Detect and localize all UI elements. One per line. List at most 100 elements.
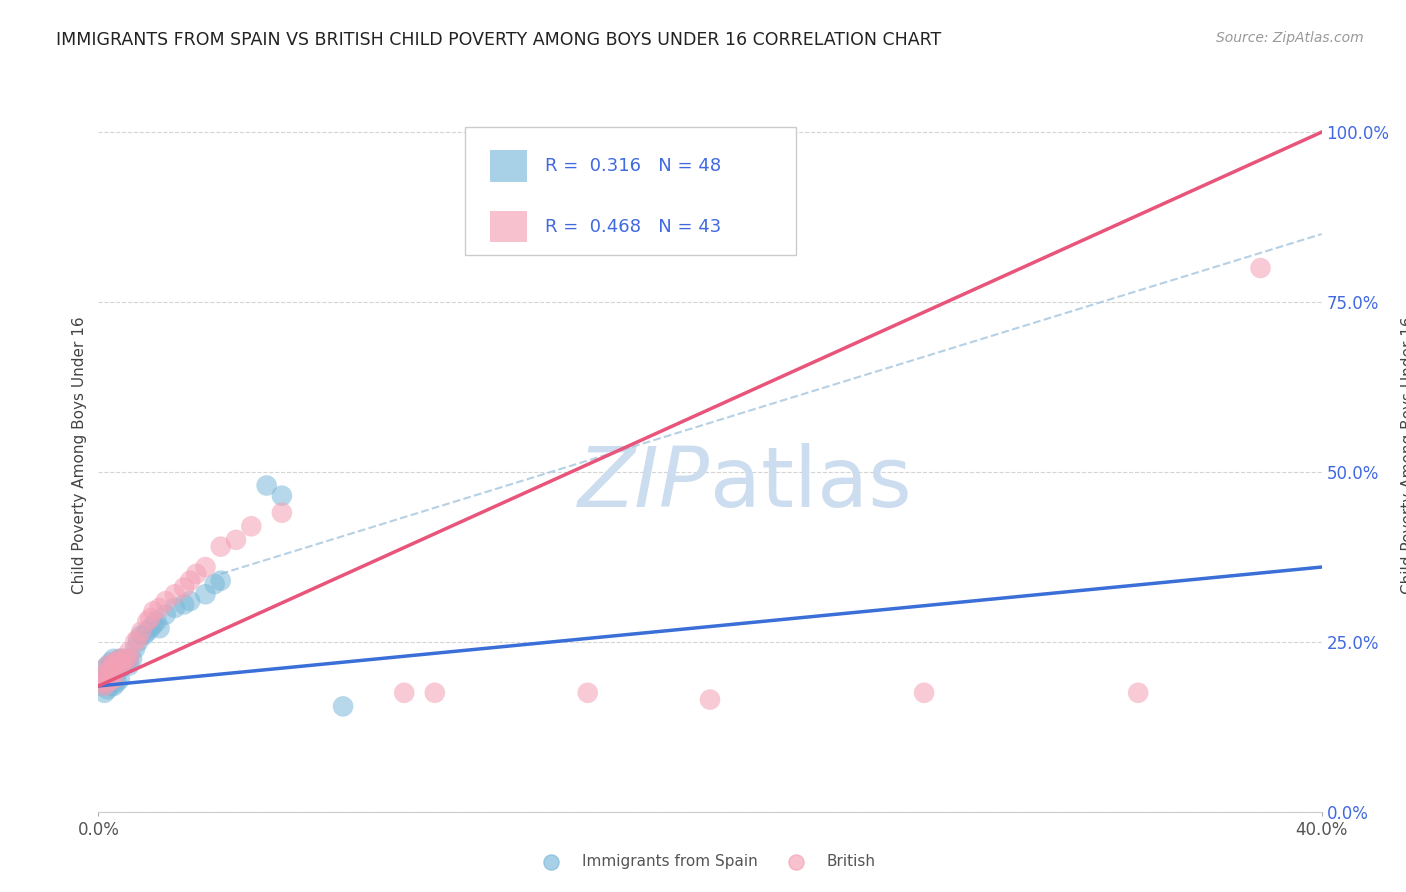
Point [423, 686, 446, 700]
Point [108, 662, 131, 676]
Point [256, 478, 278, 492]
Text: R =  0.316   N = 48: R = 0.316 N = 48 [546, 157, 721, 175]
Point [118, 645, 141, 659]
Point [124, 635, 146, 649]
Point [100, 672, 122, 686]
Point [100, 658, 122, 673]
Point [149, 600, 172, 615]
Point [105, 658, 128, 673]
Point [93, 662, 115, 676]
Point [127, 632, 149, 646]
Point [129, 628, 152, 642]
Point [204, 577, 226, 591]
Point [136, 624, 159, 639]
Point [90, 672, 112, 686]
Point [1249, 260, 1271, 275]
Point [97, 658, 120, 673]
Point [124, 641, 146, 656]
Point [127, 635, 149, 649]
Text: Source: ZipAtlas.com: Source: ZipAtlas.com [1216, 31, 1364, 45]
Point [129, 624, 152, 639]
Point [118, 652, 141, 666]
Point [118, 652, 141, 666]
Point [209, 574, 232, 588]
Point [103, 652, 125, 666]
Point [90, 679, 112, 693]
Point [97, 682, 120, 697]
Point [142, 617, 165, 632]
Point [103, 655, 125, 669]
Point [97, 672, 120, 686]
Point [105, 662, 128, 676]
Point [108, 652, 131, 666]
Point [392, 686, 416, 700]
Point [105, 665, 128, 680]
Point [163, 600, 186, 615]
Point [97, 675, 120, 690]
Point [149, 621, 172, 635]
Point [139, 611, 162, 625]
Point [115, 655, 138, 669]
Text: British: British [827, 855, 876, 869]
Text: ZIP: ZIP [578, 443, 710, 524]
Point [108, 672, 131, 686]
Point [111, 652, 134, 666]
Point [134, 628, 156, 642]
Point [103, 679, 125, 693]
Point [121, 652, 143, 666]
Point [105, 675, 128, 690]
Text: atlas: atlas [710, 443, 911, 524]
Point [155, 594, 177, 608]
Point [97, 658, 120, 673]
Point [100, 679, 122, 693]
Point [240, 519, 263, 533]
Point [103, 662, 125, 676]
Text: IMMIGRANTS FROM SPAIN VS BRITISH CHILD POVERTY AMONG BOYS UNDER 16 CORRELATION C: IMMIGRANTS FROM SPAIN VS BRITISH CHILD P… [56, 31, 942, 49]
Point [155, 607, 177, 622]
Point [103, 672, 125, 686]
Point [139, 621, 162, 635]
FancyBboxPatch shape [465, 127, 796, 255]
Text: R =  0.468   N = 43: R = 0.468 N = 43 [546, 218, 721, 235]
Point [103, 662, 125, 676]
Point [111, 655, 134, 669]
Point [173, 581, 195, 595]
Point [1219, 852, 1241, 866]
Point [699, 692, 721, 706]
Point [142, 604, 165, 618]
Point [225, 533, 247, 547]
Point [163, 587, 186, 601]
Bar [489, 211, 526, 243]
Point [270, 489, 292, 503]
Point [270, 506, 292, 520]
Point [93, 669, 115, 683]
Point [912, 686, 935, 700]
Point [93, 679, 115, 693]
Bar [489, 150, 526, 182]
Y-axis label: Child Poverty Among Boys Under 16: Child Poverty Among Boys Under 16 [1400, 316, 1406, 594]
Point [332, 699, 354, 714]
Point [105, 655, 128, 669]
Point [97, 669, 120, 683]
Y-axis label: Child Poverty Among Boys Under 16: Child Poverty Among Boys Under 16 [72, 316, 87, 594]
Point [136, 615, 159, 629]
Point [111, 658, 134, 673]
Point [186, 566, 208, 581]
Point [115, 652, 138, 666]
Point [100, 655, 122, 669]
Point [179, 594, 201, 608]
Point [100, 669, 122, 683]
Point [209, 540, 232, 554]
Text: Immigrants from Spain: Immigrants from Spain [582, 855, 758, 869]
Point [145, 615, 167, 629]
Point [1128, 686, 1150, 700]
Point [108, 658, 131, 673]
Point [90, 675, 112, 690]
Point [173, 598, 195, 612]
Point [93, 686, 115, 700]
Point [118, 658, 141, 673]
Point [194, 560, 217, 574]
Point [108, 652, 131, 666]
Point [97, 665, 120, 680]
Point [103, 672, 125, 686]
